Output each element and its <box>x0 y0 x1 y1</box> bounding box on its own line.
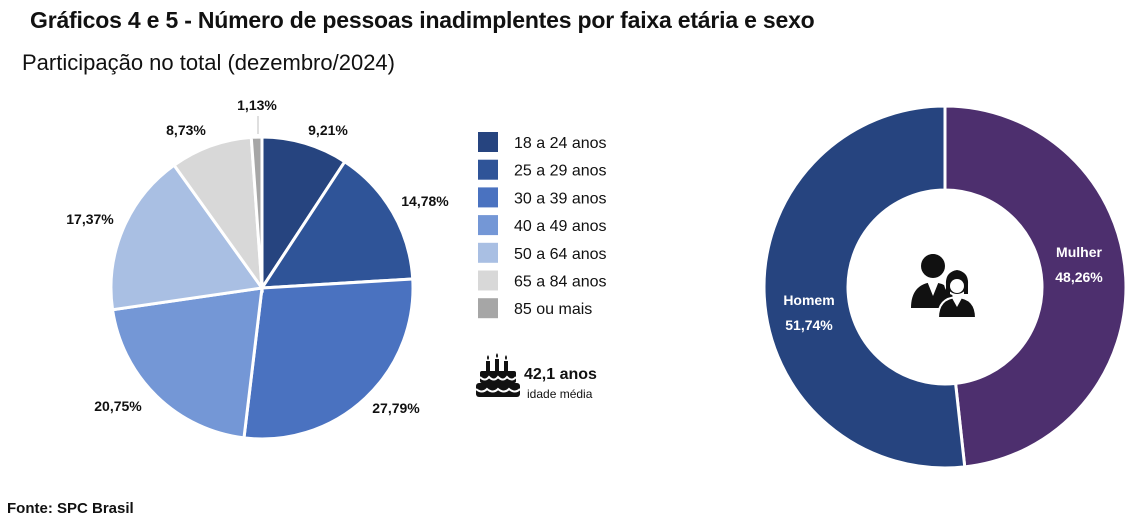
donut-data-label-homem: 51,74% <box>785 317 833 333</box>
pie-data-label-85-ou-mais: 1,13% <box>237 97 277 113</box>
legend-label-50-a-64-anos: 50 a 64 anos <box>514 246 607 263</box>
pie-data-label-25-a-29-anos: 14,78% <box>401 193 449 209</box>
age-pie-chart <box>109 135 415 441</box>
people-icon <box>911 254 978 319</box>
donut-slice-homem <box>762 104 967 470</box>
pie-data-label-40-a-49-anos: 20,75% <box>94 398 142 414</box>
legend-swatch-65-a-84-anos <box>478 270 498 291</box>
pie-data-label-18-a-24-anos: 9,21% <box>308 122 348 138</box>
average-age-label: idade média <box>527 387 593 401</box>
legend-label-85-ou-mais: 85 ou mais <box>514 301 592 318</box>
legend-swatch-50-a-64-anos <box>478 242 498 263</box>
legend-label-40-a-49-anos: 40 a 49 anos <box>514 218 607 235</box>
donut-slice-mulher <box>943 104 1128 469</box>
average-age-value: 42,1 anos <box>524 366 597 383</box>
pie-slice-40-a-49-anos <box>110 286 264 440</box>
pie-data-label-65-a-84-anos: 8,73% <box>166 122 206 138</box>
pie-slice-85-ou-mais <box>249 135 264 289</box>
pie-data-label-30-a-39-anos: 27,79% <box>372 400 420 416</box>
donut-category-label-mulher: Mulher <box>1056 244 1102 260</box>
legend-swatch-85-ou-mais <box>478 298 498 319</box>
legend-label-18-a-24-anos: 18 a 24 anos <box>514 135 607 152</box>
legend-swatch-40-a-49-anos <box>478 215 498 236</box>
gender-donut-labels: Mulher 48,26% Homem 51,74% <box>783 244 1103 333</box>
pie-data-label-50-a-64-anos: 17,37% <box>66 211 114 227</box>
pie-slice-18-a-24-anos <box>260 135 347 294</box>
chart-subtitle: Participação no total (dezembro/2024) <box>22 50 395 75</box>
age-legend: 18 a 24 anos 25 a 29 anos 30 a 39 anos 40 a… <box>478 132 607 319</box>
legend-swatch-30-a-39-anos <box>478 187 498 208</box>
pie-slice-25-a-29-anos <box>259 159 415 290</box>
legend-swatch-25-a-29-anos <box>478 159 498 180</box>
pie-slice-30-a-39-anos <box>242 277 415 441</box>
legend-swatch-18-a-24-anos <box>478 132 498 152</box>
age-pie-labels: 9,21% 14,78% 27,79% 20,75% 17,37% 8,73% 1,13% <box>66 97 449 416</box>
legend-label-65-a-84-anos: 65 a 84 anos <box>514 274 607 291</box>
donut-category-label-homem: Homem <box>783 292 834 308</box>
chart-title: Gráficos 4 e 5 - Número de pessoas inadi… <box>30 7 815 33</box>
gender-donut-chart <box>762 104 1128 470</box>
source-note: Fonte: SPC Brasil <box>7 500 134 517</box>
legend-label-30-a-39-anos: 30 a 39 anos <box>514 190 607 207</box>
pie-slice-50-a-64-anos <box>109 163 265 312</box>
pie-slice-65-a-84-anos <box>172 135 264 294</box>
legend-label-25-a-29-anos: 25 a 29 anos <box>514 163 607 180</box>
birthday-cake-icon <box>475 353 521 397</box>
donut-data-label-mulher: 48,26% <box>1055 269 1103 285</box>
